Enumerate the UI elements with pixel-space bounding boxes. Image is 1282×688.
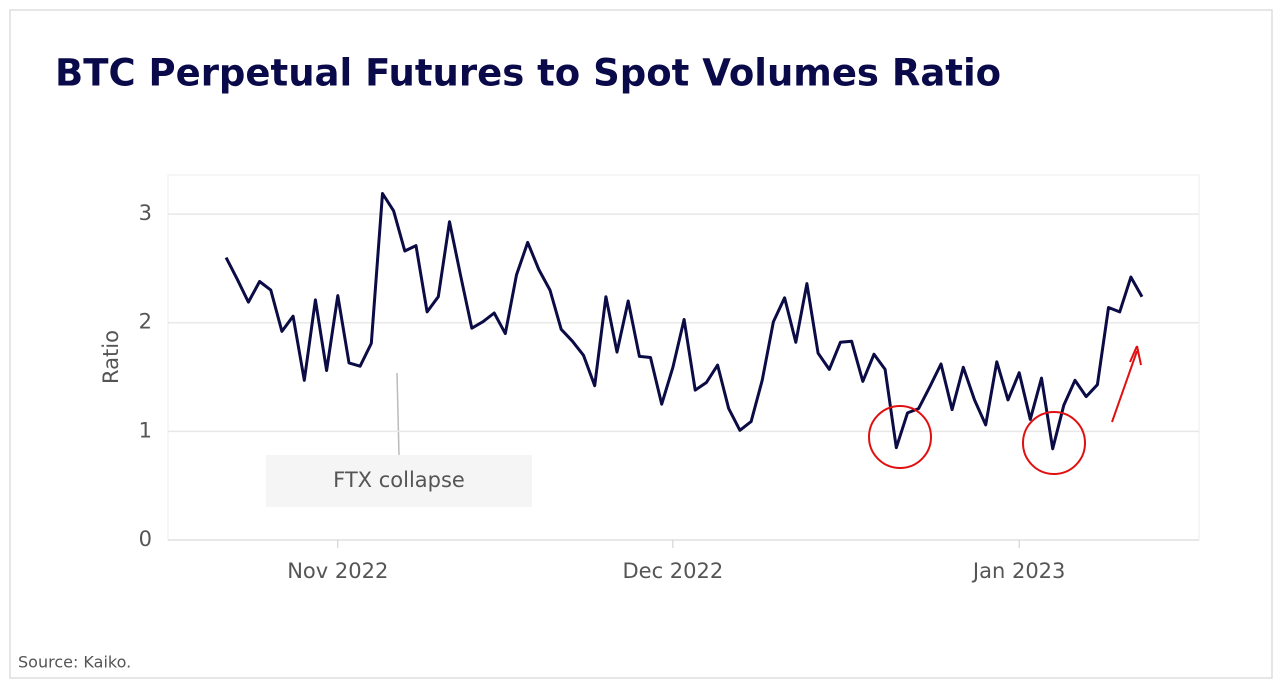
data-line	[224, 192, 1144, 451]
trend-arrow	[1111, 350, 1138, 423]
x-tick-label: Jan 2023	[971, 559, 1066, 583]
annotation-text: FTX collapse	[333, 468, 465, 492]
y-tick-label: 0	[139, 527, 152, 551]
annotation-pointer	[396, 372, 400, 456]
chart-title: BTC Perpetual Futures to Spot Volumes Ra…	[55, 52, 1001, 95]
trend-arrow-head	[1129, 345, 1142, 366]
source-note: Source: Kaiko.	[18, 653, 131, 672]
y-tick-label: 3	[139, 201, 152, 225]
marks: 0 1 2 3 Nov 2022 Dec 2022 Jan 2023	[139, 192, 1199, 583]
y-axis-label: Ratio	[99, 330, 123, 384]
y-tick-label: 2	[139, 310, 152, 334]
highlight-circle	[1022, 411, 1086, 475]
frame	[9, 9, 1273, 679]
highlight-circle	[868, 405, 932, 469]
x-tick-label: Dec 2022	[623, 559, 724, 583]
y-tick-label: 1	[139, 418, 152, 442]
annotation-box	[266, 455, 532, 507]
x-tick-label: Nov 2022	[287, 559, 388, 583]
